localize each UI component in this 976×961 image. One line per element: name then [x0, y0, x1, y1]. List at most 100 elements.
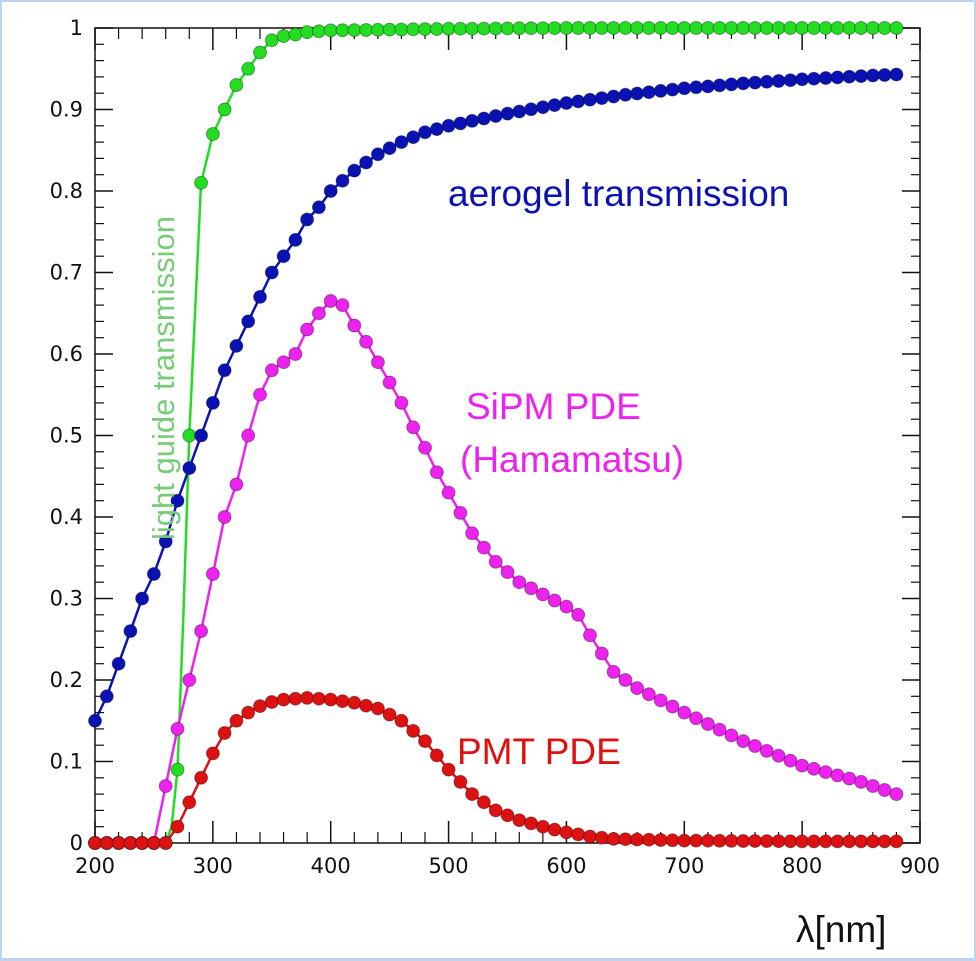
- data-point: [253, 289, 267, 304]
- data-point: [571, 94, 586, 109]
- data-point: [724, 833, 739, 848]
- data-point: [535, 21, 550, 36]
- series-2: [88, 294, 904, 850]
- y-tick-label: 0.1: [50, 750, 83, 774]
- data-point: [135, 836, 150, 850]
- data-point: [182, 461, 197, 476]
- data-point: [99, 689, 114, 704]
- data-point: [217, 363, 232, 378]
- data-point: [453, 116, 468, 131]
- data-point: [476, 111, 491, 126]
- data-point: [253, 45, 267, 60]
- data-point: [818, 834, 833, 849]
- data-point: [394, 135, 409, 150]
- data-point: [547, 21, 562, 36]
- data-point: [229, 713, 244, 728]
- data-point: [217, 510, 232, 524]
- data-point: [359, 334, 374, 349]
- data-point: [241, 314, 256, 329]
- data-point: [665, 699, 680, 714]
- data-point: [771, 748, 786, 763]
- data-point: [500, 106, 515, 121]
- data-point: [724, 21, 739, 35]
- data-point: [382, 375, 397, 390]
- data-point: [335, 694, 350, 709]
- data-point: [795, 21, 810, 35]
- data-point: [359, 698, 374, 713]
- x-tick-label: 500: [429, 854, 469, 878]
- data-point: [418, 125, 432, 140]
- data-point: [500, 808, 515, 823]
- data-point: [665, 21, 680, 35]
- data-point: [311, 306, 326, 321]
- series-3: [88, 690, 904, 850]
- data-point: [170, 721, 185, 736]
- data-point: [854, 774, 869, 789]
- data-point: [441, 762, 456, 777]
- data-point: [641, 85, 656, 100]
- data-point: [394, 713, 409, 728]
- x-tick-label: 900: [900, 854, 940, 878]
- data-point: [818, 71, 833, 85]
- data-point: [535, 819, 550, 834]
- data-point: [583, 628, 597, 643]
- data-point: [759, 743, 774, 758]
- y-tick-label: 0.2: [50, 668, 83, 692]
- data-point: [111, 656, 126, 671]
- data-point: [830, 21, 845, 35]
- data-point: [783, 753, 798, 768]
- data-point: [594, 91, 609, 106]
- x-tick-label: 600: [546, 854, 586, 878]
- data-point: [300, 212, 315, 227]
- data-point: [689, 21, 704, 35]
- data-point: [347, 695, 362, 710]
- data-point: [547, 593, 562, 608]
- data-point: [842, 21, 857, 35]
- data-point: [382, 22, 397, 37]
- x-tick-label: 200: [75, 854, 115, 878]
- data-point: [253, 387, 267, 402]
- data-point: [877, 834, 892, 849]
- data-point: [889, 21, 904, 35]
- data-point: [194, 428, 209, 443]
- data-point: [559, 825, 574, 840]
- data-point: [288, 347, 303, 361]
- data-point: [99, 836, 114, 850]
- data-point: [347, 318, 362, 333]
- sipm-annotation-line2: (Hamamatsu): [460, 439, 684, 480]
- data-point: [323, 23, 338, 38]
- annotations: aerogel transmission SiPM PDE (Hamamatsu…: [146, 173, 886, 950]
- data-point: [865, 779, 880, 793]
- data-point: [241, 705, 256, 720]
- series-layer: [88, 21, 904, 850]
- data-point: [276, 692, 291, 707]
- y-tick-label: 0.4: [50, 505, 83, 529]
- data-point: [264, 695, 279, 709]
- data-point: [406, 420, 421, 435]
- data-point: [712, 21, 727, 35]
- data-point: [194, 770, 209, 785]
- data-point: [205, 127, 220, 141]
- data-point: [453, 21, 468, 36]
- data-point: [229, 338, 244, 353]
- data-point: [665, 82, 680, 97]
- data-point: [783, 73, 798, 88]
- y-tick-label: 0.5: [50, 424, 83, 448]
- series-line: [95, 299, 897, 845]
- data-point: [630, 832, 645, 847]
- data-point: [748, 739, 762, 753]
- data-point: [359, 155, 374, 170]
- data-point: [512, 813, 527, 828]
- data-point: [594, 830, 609, 845]
- data-point: [771, 74, 786, 88]
- data-point: [547, 822, 562, 837]
- data-point: [865, 834, 880, 849]
- data-point: [606, 21, 621, 35]
- data-point: [583, 829, 597, 844]
- data-point: [700, 717, 715, 731]
- data-point: [547, 98, 562, 113]
- y-tick-label: 0.6: [50, 342, 83, 366]
- data-point: [889, 787, 904, 802]
- data-point: [429, 22, 444, 36]
- y-tick-label: 0.7: [50, 261, 83, 285]
